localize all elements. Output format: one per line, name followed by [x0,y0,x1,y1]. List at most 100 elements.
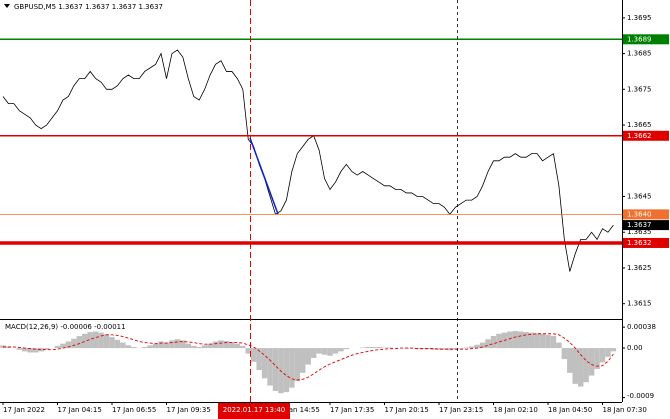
macd-bar [114,339,121,349]
macd-bar [310,348,317,358]
macd-bar [381,347,388,349]
macd-bar [338,348,344,352]
macd-bar [98,332,104,349]
macd-bar [447,348,453,351]
macd-bar [92,331,99,349]
macd-bar [218,340,224,349]
macd-bar [512,331,519,349]
macd-bar [376,346,382,349]
level-label: 1.3689 [627,35,652,43]
macd-bar [65,341,72,349]
y-tick-label: 0.00 [627,344,643,352]
macd-bar [479,342,486,349]
y-tick-label: 1.3615 [627,300,652,308]
level-label-bg [623,34,669,45]
macd-bar [599,348,606,363]
macd-bar [474,344,480,349]
macd-bar [240,345,246,349]
macd-bar [125,345,132,349]
macd-bar [109,337,115,349]
macd-bar [387,347,393,349]
macd-bar [321,348,328,355]
macd-bar [539,333,546,349]
x-tick-label: 18 Jan 02:10 [494,406,538,414]
macd-bar [163,342,170,349]
macd-bar [567,348,573,373]
macd-bar [610,348,617,352]
price-line [2,49,614,272]
level-label-bg [623,130,669,141]
signal-line [3,333,614,381]
macd-bar [545,334,551,349]
macd-bar [82,333,88,349]
x-tick-label: 18 Jan 04:50 [548,406,592,414]
macd-bar [528,332,535,349]
macd-bar [180,340,186,349]
macd-bar [327,348,333,356]
level-label-bg [623,209,669,220]
macd-bar [572,348,578,384]
macd-bar [169,340,175,349]
macd-bar [365,346,371,349]
macd-bar [27,348,33,353]
macd-bar [103,334,110,349]
macd-bar [54,345,61,349]
macd-bar [550,335,557,349]
y-tick-label: 1.3695 [627,14,652,22]
macd-bar [223,340,230,349]
macd-bar [196,346,202,349]
macd-bar [250,348,257,362]
y-tick-label: 1.3685 [627,50,652,58]
macd-bar [441,348,448,350]
macd-bar [283,348,290,393]
macd-bar [147,345,153,349]
macd-bar [436,348,442,350]
macd-bar [174,339,181,349]
macd-bar [38,348,44,352]
macd-bar [300,348,306,373]
x-tick-label: 17 Jan 09:35 [167,406,211,414]
macd-bar [87,332,93,349]
macd-bar [131,346,137,349]
trend-line [249,137,279,215]
macd-bar [22,348,28,352]
macd-bar [294,348,301,382]
macd-bar [507,331,513,349]
plot: 1.36951.36851.36751.36651.36451.36351.36… [0,14,656,414]
macd-bar [316,348,322,354]
macd-bar [305,348,311,365]
x-tick-label: 17 Jan 23:15 [439,406,483,414]
level-label-bg [623,237,669,248]
macd-bar [120,342,126,349]
x-tick-label: 17 Jan 20:15 [385,406,429,414]
macd-bar [523,332,529,349]
macd-bar [556,342,562,349]
macd-bar [256,348,262,371]
macd-bar [152,343,159,349]
macd-bar [32,348,39,353]
x-tick-label: 17 Jan 04:15 [58,406,102,414]
y-tick-label: 1.3665 [627,121,652,129]
x-tick-label: 17 Jan 17:35 [330,406,374,414]
macd-bar [261,348,268,379]
macd-bar [594,348,600,369]
macd-bar [425,348,431,350]
macd-bar [468,346,475,349]
x-tick-label: 18 Jan 07:30 [603,406,647,414]
macd-bar [588,348,595,376]
macd-bar [430,348,437,350]
y-tick-label: 1.3675 [627,85,652,93]
macd-bar [76,335,83,349]
y-tick-label: 0.00038 [627,323,656,331]
y-tick-label: -0.0009 [627,392,654,400]
macd-bar [245,348,251,354]
macd-bar [43,348,50,350]
y-tick-label: 1.3645 [627,193,652,201]
macd-bar [212,341,219,349]
menu-triangle [4,4,10,8]
macd-bar [158,341,164,349]
macd-bar [605,348,611,357]
macd-bar [359,347,366,349]
macd-bar [343,348,350,350]
